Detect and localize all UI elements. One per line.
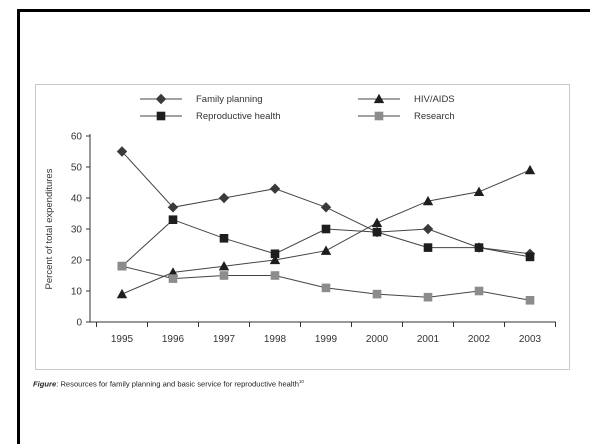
caption-label: Figure	[33, 379, 57, 389]
x-tick-label: 1998	[264, 334, 287, 345]
data-point	[474, 243, 484, 252]
x-tick-label: 1999	[315, 334, 338, 345]
data-point	[269, 183, 281, 194]
y-tick-label: 50	[71, 163, 83, 174]
series-research	[117, 261, 535, 305]
data-point	[116, 288, 128, 299]
y-tick-label: 30	[71, 225, 83, 236]
legend-marker	[155, 93, 167, 105]
y-tick-label: 40	[71, 194, 83, 205]
frame-border-top	[17, 9, 590, 12]
data-point	[168, 274, 178, 283]
y-tick-label: 20	[71, 256, 83, 267]
data-point	[168, 215, 178, 224]
series-layer	[116, 146, 536, 305]
data-point	[218, 192, 230, 204]
legend-item: HIV/AIDS	[358, 93, 455, 105]
data-point	[167, 267, 179, 277]
data-point	[473, 186, 485, 196]
legend-marker	[374, 111, 384, 121]
data-point	[269, 254, 281, 265]
legend-label: HIV/AIDS	[414, 94, 455, 105]
legend-label: Research	[414, 111, 455, 122]
data-point	[525, 296, 535, 305]
x-tick-label: 2000	[366, 334, 389, 345]
legend-label: Reproductive health	[196, 111, 281, 122]
data-point	[116, 146, 128, 157]
data-point	[422, 223, 434, 235]
legend-item: Research	[358, 111, 455, 122]
data-point	[474, 286, 484, 296]
data-point	[371, 217, 383, 227]
data-point	[320, 202, 332, 213]
data-point	[321, 224, 331, 234]
y-tick-label: 10	[71, 287, 83, 298]
legend-marker	[156, 111, 166, 121]
data-point	[372, 227, 382, 237]
caption-reference: 10	[298, 379, 304, 384]
data-point	[524, 164, 536, 175]
legend: Family planning Reproductive health HIV/AI…	[140, 93, 455, 122]
figure-caption: Figure: Resources for family planning an…	[33, 377, 563, 390]
x-tick-label: 2001	[417, 334, 440, 345]
data-point	[270, 249, 280, 259]
data-point	[321, 283, 331, 293]
data-point	[422, 195, 434, 206]
x-tick-label: 1995	[111, 334, 134, 345]
data-point	[423, 292, 433, 302]
caption-text: : Resources for family planning and basi…	[56, 379, 299, 389]
x-tick-label: 1997	[213, 334, 236, 345]
y-tick-label: 0	[76, 318, 82, 329]
data-point	[372, 289, 382, 299]
data-point	[320, 245, 332, 255]
x-tick-label: 1996	[162, 334, 185, 345]
data-point	[423, 243, 433, 252]
axes: 0 10 20 30 40 50 60 1995 1996 1997 1998 1999 2000 200…	[44, 132, 556, 345]
series-hiv-aids	[116, 164, 536, 299]
data-point	[219, 271, 229, 280]
legend-item: Reproductive health	[140, 111, 281, 122]
data-point	[117, 261, 127, 271]
legend-marker	[373, 93, 385, 104]
legend-item: Family planning	[140, 93, 263, 105]
frame-border-left	[17, 9, 20, 444]
data-point	[167, 202, 179, 213]
x-tick-label: 2002	[468, 334, 491, 345]
data-point	[525, 252, 535, 262]
data-point	[219, 234, 229, 243]
series-reproductive-health	[117, 215, 535, 271]
legend-label: Family planning	[196, 94, 263, 105]
data-point	[218, 261, 230, 271]
x-tick-label: 2003	[519, 334, 542, 345]
y-axis-title: Percent of total expenditures	[44, 168, 55, 289]
data-point	[270, 271, 280, 280]
y-tick-label: 60	[71, 132, 83, 143]
series-family-planning	[116, 146, 536, 259]
